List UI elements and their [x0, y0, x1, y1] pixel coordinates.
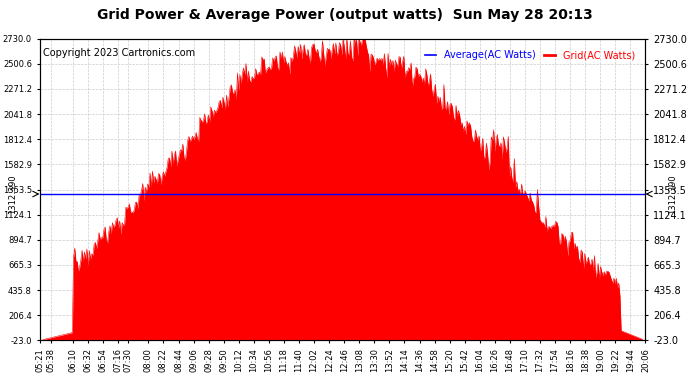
Legend: Average(AC Watts), Grid(AC Watts): Average(AC Watts), Grid(AC Watts) [421, 46, 640, 64]
Text: Grid Power & Average Power (output watts)  Sun May 28 20:13: Grid Power & Average Power (output watts… [97, 8, 593, 21]
Text: 1312.390: 1312.390 [668, 174, 677, 214]
Text: Copyright 2023 Cartronics.com: Copyright 2023 Cartronics.com [43, 48, 195, 58]
Text: 1312.390: 1312.390 [8, 174, 17, 214]
